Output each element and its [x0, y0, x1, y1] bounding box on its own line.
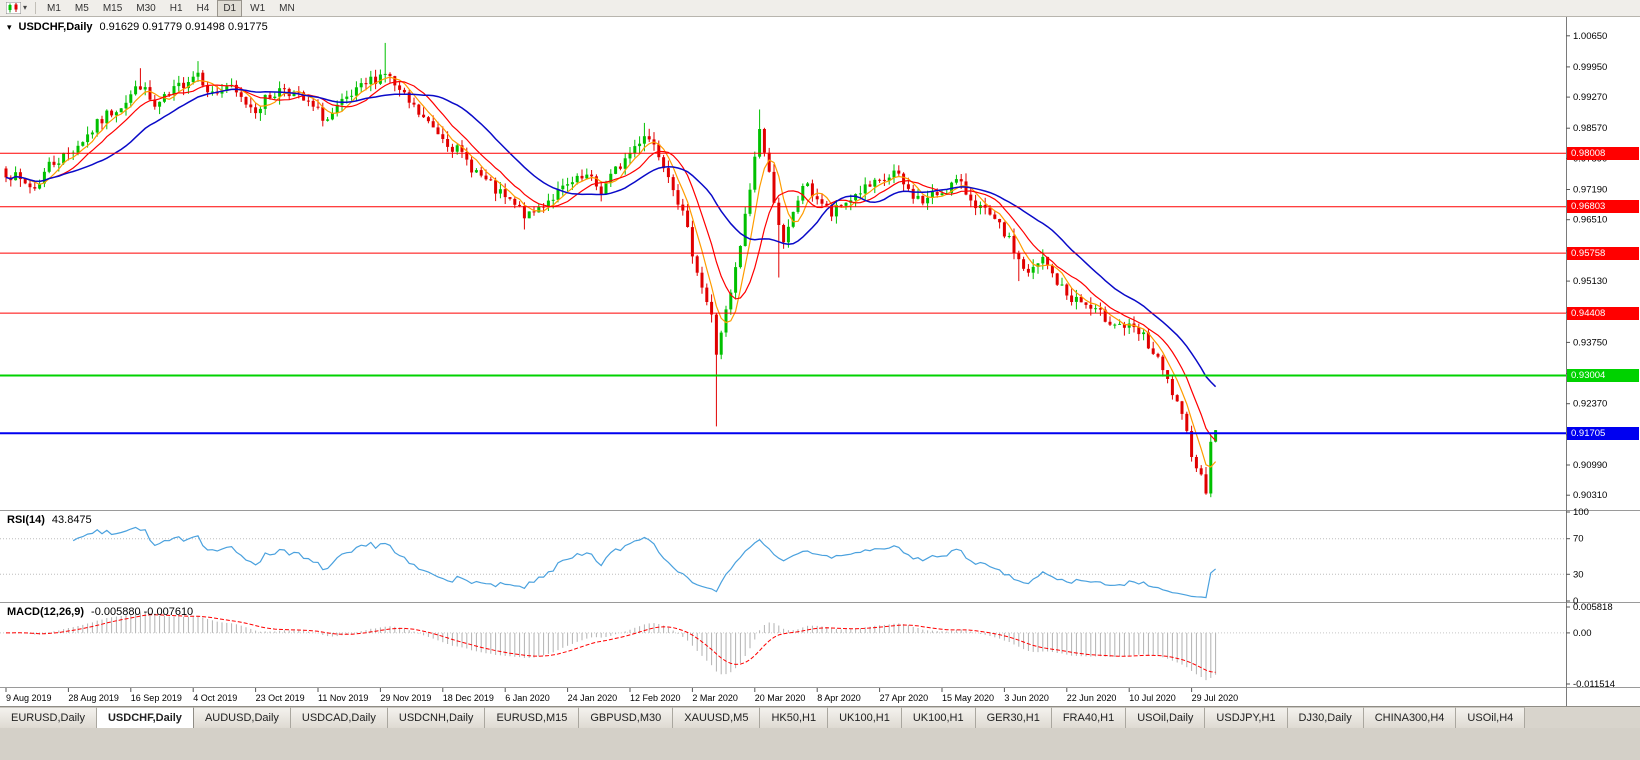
timeframe-m1-button[interactable]: M1	[47, 2, 61, 14]
chart-tab[interactable]: UK100,H1	[828, 707, 902, 728]
svg-text:30: 30	[1573, 569, 1584, 580]
svg-text:22 Jun 2020: 22 Jun 2020	[1067, 693, 1117, 703]
timeframe-w1-button[interactable]: W1	[250, 2, 266, 14]
svg-text:9 Aug 2019: 9 Aug 2019	[6, 693, 52, 703]
svg-text:29 Nov 2019: 29 Nov 2019	[380, 693, 431, 703]
svg-text:0.95130: 0.95130	[1573, 276, 1607, 287]
timeframe-toolbar: ▾ M1 M5 M15 M30 H1 H4 D1 W1 MN	[0, 0, 1640, 17]
macd-current-values: -0.005880 -0.007610	[91, 606, 194, 618]
chart-tab[interactable]: GBPUSD,M30	[579, 707, 674, 728]
chart-canvas[interactable]: 1.006500.999500.992700.985700.978900.971…	[0, 0, 1640, 706]
svg-text:8 Apr 2020: 8 Apr 2020	[817, 693, 861, 703]
svg-text:27 Apr 2020: 27 Apr 2020	[880, 693, 929, 703]
chart-tab[interactable]: UK100,H1	[901, 707, 976, 728]
toolbar-separator	[35, 2, 37, 14]
svg-text:24 Jan 2020: 24 Jan 2020	[568, 693, 618, 703]
status-bar	[0, 728, 1640, 760]
svg-text:12 Feb 2020: 12 Feb 2020	[630, 693, 681, 703]
timeframe-h4-button[interactable]: H4	[196, 2, 210, 14]
price-level-label[interactable]: 0.98008	[1567, 146, 1639, 160]
svg-text:0: 0	[1573, 596, 1578, 607]
candlestick-chart-icon	[6, 2, 21, 14]
svg-text:100: 100	[1573, 507, 1589, 518]
svg-text:2 Mar 2020: 2 Mar 2020	[692, 693, 738, 703]
chart-tab[interactable]: USDCAD,Daily	[290, 707, 388, 728]
chart-tab[interactable]: XAUUSD,M5	[673, 707, 761, 728]
price-level-label[interactable]: 0.91705	[1567, 426, 1639, 440]
timeframe-m15-button[interactable]: M15	[102, 2, 123, 14]
svg-text:0.00: 0.00	[1573, 628, 1592, 639]
chart-tab[interactable]: USDCNH,Daily	[387, 707, 486, 728]
chart-tab[interactable]: AUDUSD,Daily	[193, 707, 291, 728]
svg-text:1.00650: 1.00650	[1573, 31, 1607, 42]
chart-type-button[interactable]: ▾	[3, 1, 30, 16]
chart-tab[interactable]: GER30,H1	[975, 707, 1052, 728]
svg-text:15 May 2020: 15 May 2020	[942, 693, 994, 703]
chart-tab[interactable]: USOil,Daily	[1126, 707, 1206, 728]
svg-text:29 Jul 2020: 29 Jul 2020	[1192, 693, 1239, 703]
timeframe-m30-button[interactable]: M30	[136, 2, 156, 14]
chart-title: USDCHF,Daily	[18, 21, 93, 33]
svg-text:10 Jul 2020: 10 Jul 2020	[1129, 693, 1176, 703]
time-axis[interactable]	[0, 688, 1566, 706]
timeframe-h1-button[interactable]: H1	[169, 2, 183, 14]
chart-tab[interactable]: USDJPY,H1	[1205, 707, 1288, 728]
svg-text:0.90990: 0.90990	[1573, 460, 1607, 471]
chart-context-icon[interactable]: ▾	[7, 22, 12, 32]
timeframe-mn-button[interactable]: MN	[279, 2, 295, 14]
svg-text:0.98570: 0.98570	[1573, 123, 1607, 134]
svg-text:0.97190: 0.97190	[1573, 185, 1607, 196]
svg-text:20 Mar 2020: 20 Mar 2020	[755, 693, 806, 703]
svg-text:6 Jan 2020: 6 Jan 2020	[505, 693, 550, 703]
svg-text:0.96510: 0.96510	[1573, 215, 1607, 226]
svg-text:0.93750: 0.93750	[1573, 337, 1607, 348]
chart-tab[interactable]: EURUSD,Daily	[0, 707, 97, 728]
price-level-label[interactable]: 0.96803	[1567, 200, 1639, 214]
chart-tab[interactable]: FRA40,H1	[1051, 707, 1127, 728]
svg-text:3 Jun 2020: 3 Jun 2020	[1004, 693, 1049, 703]
price-level-label[interactable]: 0.93004	[1567, 369, 1639, 382]
chart-tab[interactable]: USOil,H4	[1456, 707, 1526, 728]
chart-ohlc-values: 0.91629 0.91779 0.91498 0.91775	[99, 21, 268, 33]
chevron-down-icon: ▾	[23, 3, 28, 12]
svg-text:0.90310: 0.90310	[1573, 490, 1607, 501]
chart-tab[interactable]: EURUSD,M15	[485, 707, 580, 728]
chart-tab[interactable]: USDCHF,Daily	[96, 707, 194, 728]
rsi-indicator-label: RSI(14)	[7, 514, 45, 526]
svg-text:4 Oct 2019: 4 Oct 2019	[193, 693, 237, 703]
svg-text:0.92370: 0.92370	[1573, 399, 1607, 410]
svg-text:70: 70	[1573, 534, 1584, 545]
price-level-label[interactable]: 0.94408	[1567, 306, 1639, 320]
svg-text:0.99950: 0.99950	[1573, 62, 1607, 73]
svg-text:0.99270: 0.99270	[1573, 92, 1607, 103]
svg-text:23 Oct 2019: 23 Oct 2019	[256, 693, 305, 703]
svg-text:0.005818: 0.005818	[1573, 602, 1613, 613]
chart-tab[interactable]: CHINA300,H4	[1363, 707, 1457, 728]
svg-text:-0.011514: -0.011514	[1573, 679, 1615, 690]
price-level-label[interactable]: 0.95758	[1567, 246, 1639, 260]
svg-text:28 Aug 2019: 28 Aug 2019	[68, 693, 119, 703]
timeframe-buttons-group: M1 M5 M15 M30 H1 H4 D1 W1 MN	[41, 0, 301, 17]
rsi-current-value: 43.8475	[51, 514, 92, 526]
timeframe-d1-button[interactable]: D1	[217, 0, 243, 17]
chart-tab[interactable]: HK50,H1	[760, 707, 829, 728]
chart-tab[interactable]: DJ30,Daily	[1287, 707, 1364, 728]
svg-text:16 Sep 2019: 16 Sep 2019	[131, 693, 182, 703]
svg-text:11 Nov 2019: 11 Nov 2019	[318, 693, 368, 703]
price-axis[interactable]	[1566, 17, 1640, 706]
svg-text:18 Dec 2019: 18 Dec 2019	[443, 693, 494, 703]
timeframe-m5-button[interactable]: M5	[74, 2, 89, 14]
chart-tabs-bar: EURUSD,Daily USDCHF,Daily AUDUSD,Daily USDC…	[0, 706, 1640, 728]
macd-indicator-label: MACD(12,26,9)	[7, 606, 85, 618]
